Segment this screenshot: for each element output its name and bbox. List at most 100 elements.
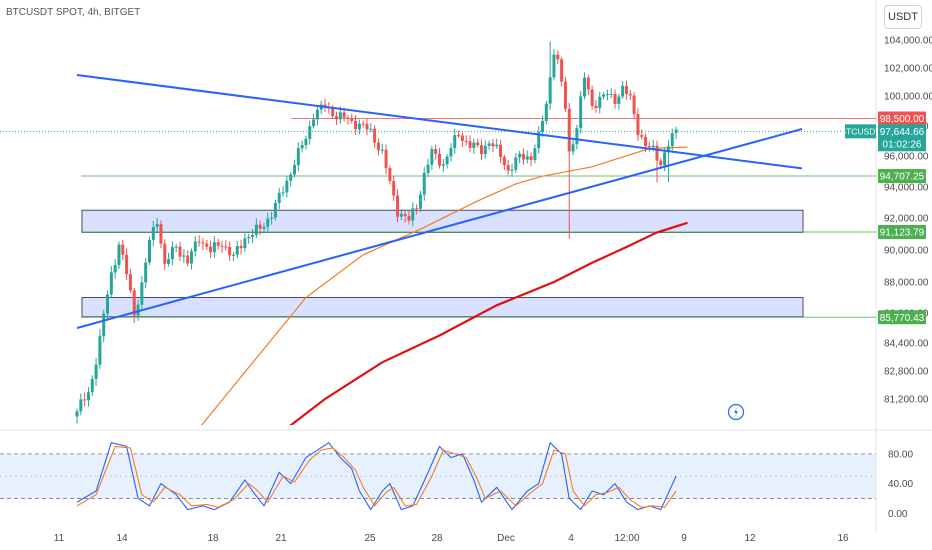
- candle-body: [270, 217, 274, 219]
- price-tick-label: 96,000.00: [884, 152, 929, 163]
- lightning-icon[interactable]: [727, 403, 745, 421]
- level-label-3: 91,123.79: [880, 228, 925, 239]
- candle-body: [464, 140, 468, 142]
- candle-body: [102, 313, 106, 337]
- candle-body: [121, 244, 125, 255]
- candle-body: [151, 226, 155, 240]
- price-tick-label: 102,000.00: [884, 64, 932, 75]
- zones: [81, 209, 804, 318]
- symbol-tag-bg: [845, 124, 876, 139]
- candle-body: [83, 399, 87, 401]
- level-label-2: 94,707.25: [880, 172, 925, 183]
- candle-body: [457, 135, 461, 137]
- candle-body: [544, 103, 548, 121]
- candle-body: [285, 180, 289, 193]
- candle-body: [239, 246, 243, 249]
- candle-body: [666, 146, 670, 153]
- candle-body: [396, 195, 400, 217]
- candle-body: [674, 129, 678, 134]
- candle-body: [537, 132, 541, 149]
- candle-body: [518, 153, 522, 158]
- stoch-k-line: [76, 442, 677, 511]
- candle-body: [468, 141, 472, 148]
- price-tick-label: 81,200.00: [884, 395, 929, 406]
- candle-body: [605, 94, 609, 96]
- candle-body: [598, 96, 602, 109]
- candle-body: [476, 142, 480, 146]
- candle-body: [300, 145, 304, 149]
- moving-average-line-1: [200, 146, 688, 425]
- candle-body: [628, 93, 632, 96]
- candle-body: [159, 224, 163, 244]
- candle-body: [548, 77, 552, 104]
- candle-body: [491, 143, 495, 147]
- candle-body: [617, 96, 621, 104]
- candle-body: [86, 392, 90, 401]
- candle-body: [281, 192, 285, 194]
- candle-body: [514, 157, 518, 170]
- candle-body: [216, 242, 220, 246]
- candle-body: [449, 148, 453, 157]
- candle-body: [331, 107, 335, 117]
- candle-body: [312, 119, 316, 127]
- candle-body: [502, 157, 506, 166]
- candle-body: [384, 149, 388, 169]
- candle-body: [209, 246, 213, 253]
- candle-body: [365, 123, 369, 130]
- zone-2: [81, 297, 804, 318]
- candle-body: [460, 135, 464, 141]
- candle-body: [167, 259, 171, 264]
- osc-tick-label: 80.00: [888, 449, 913, 460]
- candle-body: [109, 272, 113, 295]
- candle-body: [510, 169, 514, 171]
- candle-body: [609, 93, 613, 95]
- candle-body: [258, 224, 262, 229]
- candle-body: [170, 247, 174, 260]
- candle-body: [556, 54, 560, 60]
- candle-body: [251, 234, 255, 237]
- candle-body: [647, 146, 651, 148]
- moving-average-line-2: [289, 221, 688, 425]
- candle-body: [304, 138, 308, 146]
- candle-body: [247, 236, 251, 239]
- time-tick-label: 18: [207, 533, 219, 544]
- candle-body: [201, 242, 205, 244]
- candle-body: [644, 136, 648, 147]
- candle-body: [220, 245, 224, 247]
- stochastic-panel: [0, 442, 876, 511]
- candle-body: [266, 218, 270, 227]
- candle-body: [315, 109, 319, 120]
- candle-body: [79, 399, 83, 412]
- candle-body: [296, 148, 300, 166]
- time-axis: 11 14 18 21 25 28 Dec 4 12:00 9 12 16: [54, 533, 849, 544]
- level-label-1-bg: [878, 111, 926, 126]
- candle-body: [479, 145, 483, 155]
- candle-body: [579, 96, 583, 129]
- candle-body: [178, 246, 182, 257]
- candle-body: [640, 135, 644, 137]
- candle-body: [583, 77, 586, 97]
- candle-body: [441, 164, 445, 166]
- candle-body: [380, 149, 384, 151]
- countdown-label: 01:02:26: [883, 139, 922, 150]
- candle-body: [506, 165, 510, 171]
- candle-body: [136, 304, 140, 316]
- time-tick-label: 11: [54, 533, 65, 544]
- candle-body: [357, 123, 361, 130]
- candle-body: [613, 93, 617, 104]
- candle-body: [277, 192, 281, 203]
- trendline-1: [76, 74, 803, 170]
- candle-body: [586, 77, 590, 90]
- price-tick-label: 94,000.00: [884, 183, 929, 194]
- candle-body: [174, 246, 178, 248]
- currency-button[interactable]: USDT: [884, 5, 922, 29]
- candle-body: [418, 194, 422, 209]
- candle-body: [182, 255, 186, 257]
- candle-body: [495, 144, 499, 147]
- candle-body: [334, 116, 338, 120]
- candle-body: [670, 133, 674, 147]
- candle-body: [659, 160, 663, 166]
- zone-1: [81, 209, 804, 233]
- price-tick-label: 82,800.00: [884, 367, 929, 378]
